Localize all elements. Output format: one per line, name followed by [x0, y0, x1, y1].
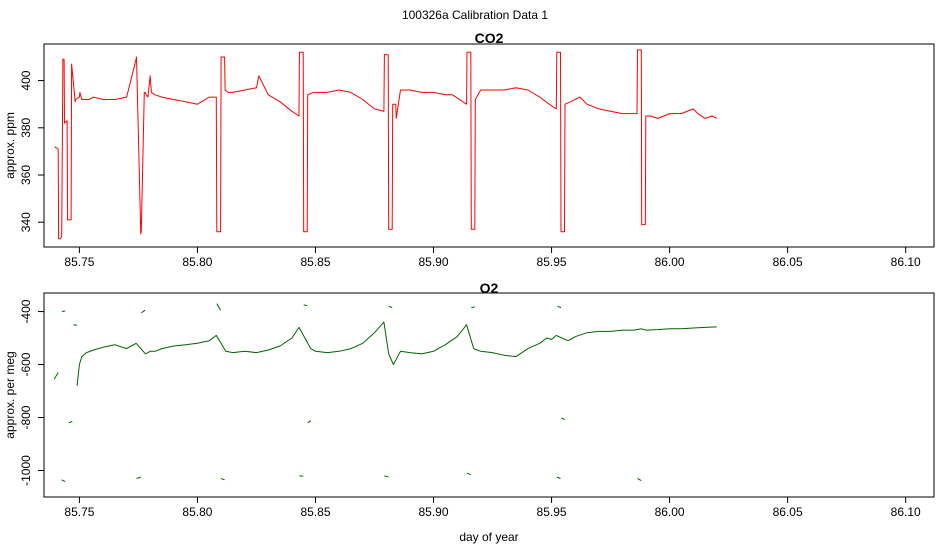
o2-y-axis-label: approx. per meg — [3, 351, 17, 438]
x-axis-label: day of year — [459, 530, 518, 544]
o2-x-tick-label: 86.00 — [655, 505, 685, 519]
o2-x-tick-label: 85.85 — [300, 505, 330, 519]
o2-series-line-4 — [61, 310, 66, 312]
o2-panel: O2 85.75 85.80 85.85 85.90 85.95 86.00 86.05 86… — [3, 280, 935, 519]
o2-series-line-14 — [384, 475, 389, 478]
co2-y-axis: 340 360 380 400 — [19, 70, 44, 232]
o2-x-tick-label: 86.10 — [891, 505, 921, 519]
co2-chart-title: CO2 — [475, 30, 504, 46]
o2-series-line-18 — [556, 476, 561, 479]
o2-series-line-20 — [561, 417, 566, 421]
o2-series-line-9 — [216, 303, 222, 311]
co2-x-tick-label: 85.80 — [182, 255, 212, 269]
o2-x-axis: 85.75 85.80 85.85 85.90 85.95 86.00 86.05 86.10 — [64, 497, 921, 519]
co2-series-layer — [54, 49, 718, 240]
o2-series-line-2 — [53, 372, 59, 380]
o2-plot-frame — [43, 292, 935, 498]
o2-series-line-17 — [471, 306, 475, 309]
co2-series-line-1 — [54, 49, 718, 240]
co2-y-tick-label: 360 — [19, 165, 33, 185]
co2-x-tick-label: 85.90 — [419, 255, 449, 269]
o2-y-tick-label: -600 — [19, 352, 33, 376]
co2-x-tick-label: 86.05 — [773, 255, 803, 269]
co2-y-tick-label: 400 — [19, 70, 33, 90]
co2-x-tick-label: 85.95 — [537, 255, 567, 269]
o2-x-tick-label: 85.80 — [182, 505, 212, 519]
co2-x-tick-label: 85.85 — [300, 255, 330, 269]
o2-series-line-3 — [61, 479, 66, 483]
o2-x-tick-label: 85.75 — [64, 505, 94, 519]
co2-x-axis: 85.75 85.80 85.85 85.90 85.95 86.00 86.05 86.10 — [64, 247, 921, 269]
o2-series-line-6 — [73, 324, 78, 326]
o2-series-line-7 — [136, 476, 141, 479]
o2-series-line-10 — [220, 478, 225, 481]
co2-y-tick-label: 340 — [19, 212, 33, 232]
figure-title: 100326a Calibration Data 1 — [402, 8, 548, 22]
o2-series-line-12 — [303, 304, 308, 307]
co2-y-tick-label: 380 — [19, 117, 33, 137]
o2-series-line-5 — [68, 421, 73, 424]
co2-x-tick-label: 86.00 — [655, 255, 685, 269]
o2-series-line-11 — [299, 475, 304, 477]
o2-series-line-15 — [388, 305, 393, 309]
co2-panel: CO2 85.75 85.80 85.85 85.90 85.95 86.00 86.05 8… — [3, 30, 935, 269]
o2-y-tick-label: -400 — [19, 299, 33, 323]
co2-plot-frame — [43, 43, 935, 248]
co2-x-tick-label: 86.10 — [891, 255, 921, 269]
co2-x-tick-label: 85.75 — [64, 255, 94, 269]
o2-series-line-8 — [141, 309, 146, 314]
o2-series-line-13 — [307, 420, 312, 424]
o2-x-tick-label: 86.05 — [773, 505, 803, 519]
o2-series-line-16 — [466, 472, 471, 476]
o2-series-line-19 — [557, 305, 562, 309]
o2-chart-title: O2 — [480, 280, 499, 296]
o2-x-tick-label: 85.95 — [537, 505, 567, 519]
o2-y-tick-label: -1000 — [19, 455, 33, 486]
o2-series-line-21 — [637, 478, 642, 482]
o2-series-line-1 — [76, 321, 717, 386]
o2-y-tick-label: -800 — [19, 405, 33, 429]
o2-x-tick-label: 85.90 — [419, 505, 449, 519]
o2-series-layer — [53, 303, 717, 483]
o2-y-axis: -1000 -800 -600 -400 — [19, 299, 44, 486]
co2-y-axis-label: approx. ppm — [3, 112, 17, 179]
